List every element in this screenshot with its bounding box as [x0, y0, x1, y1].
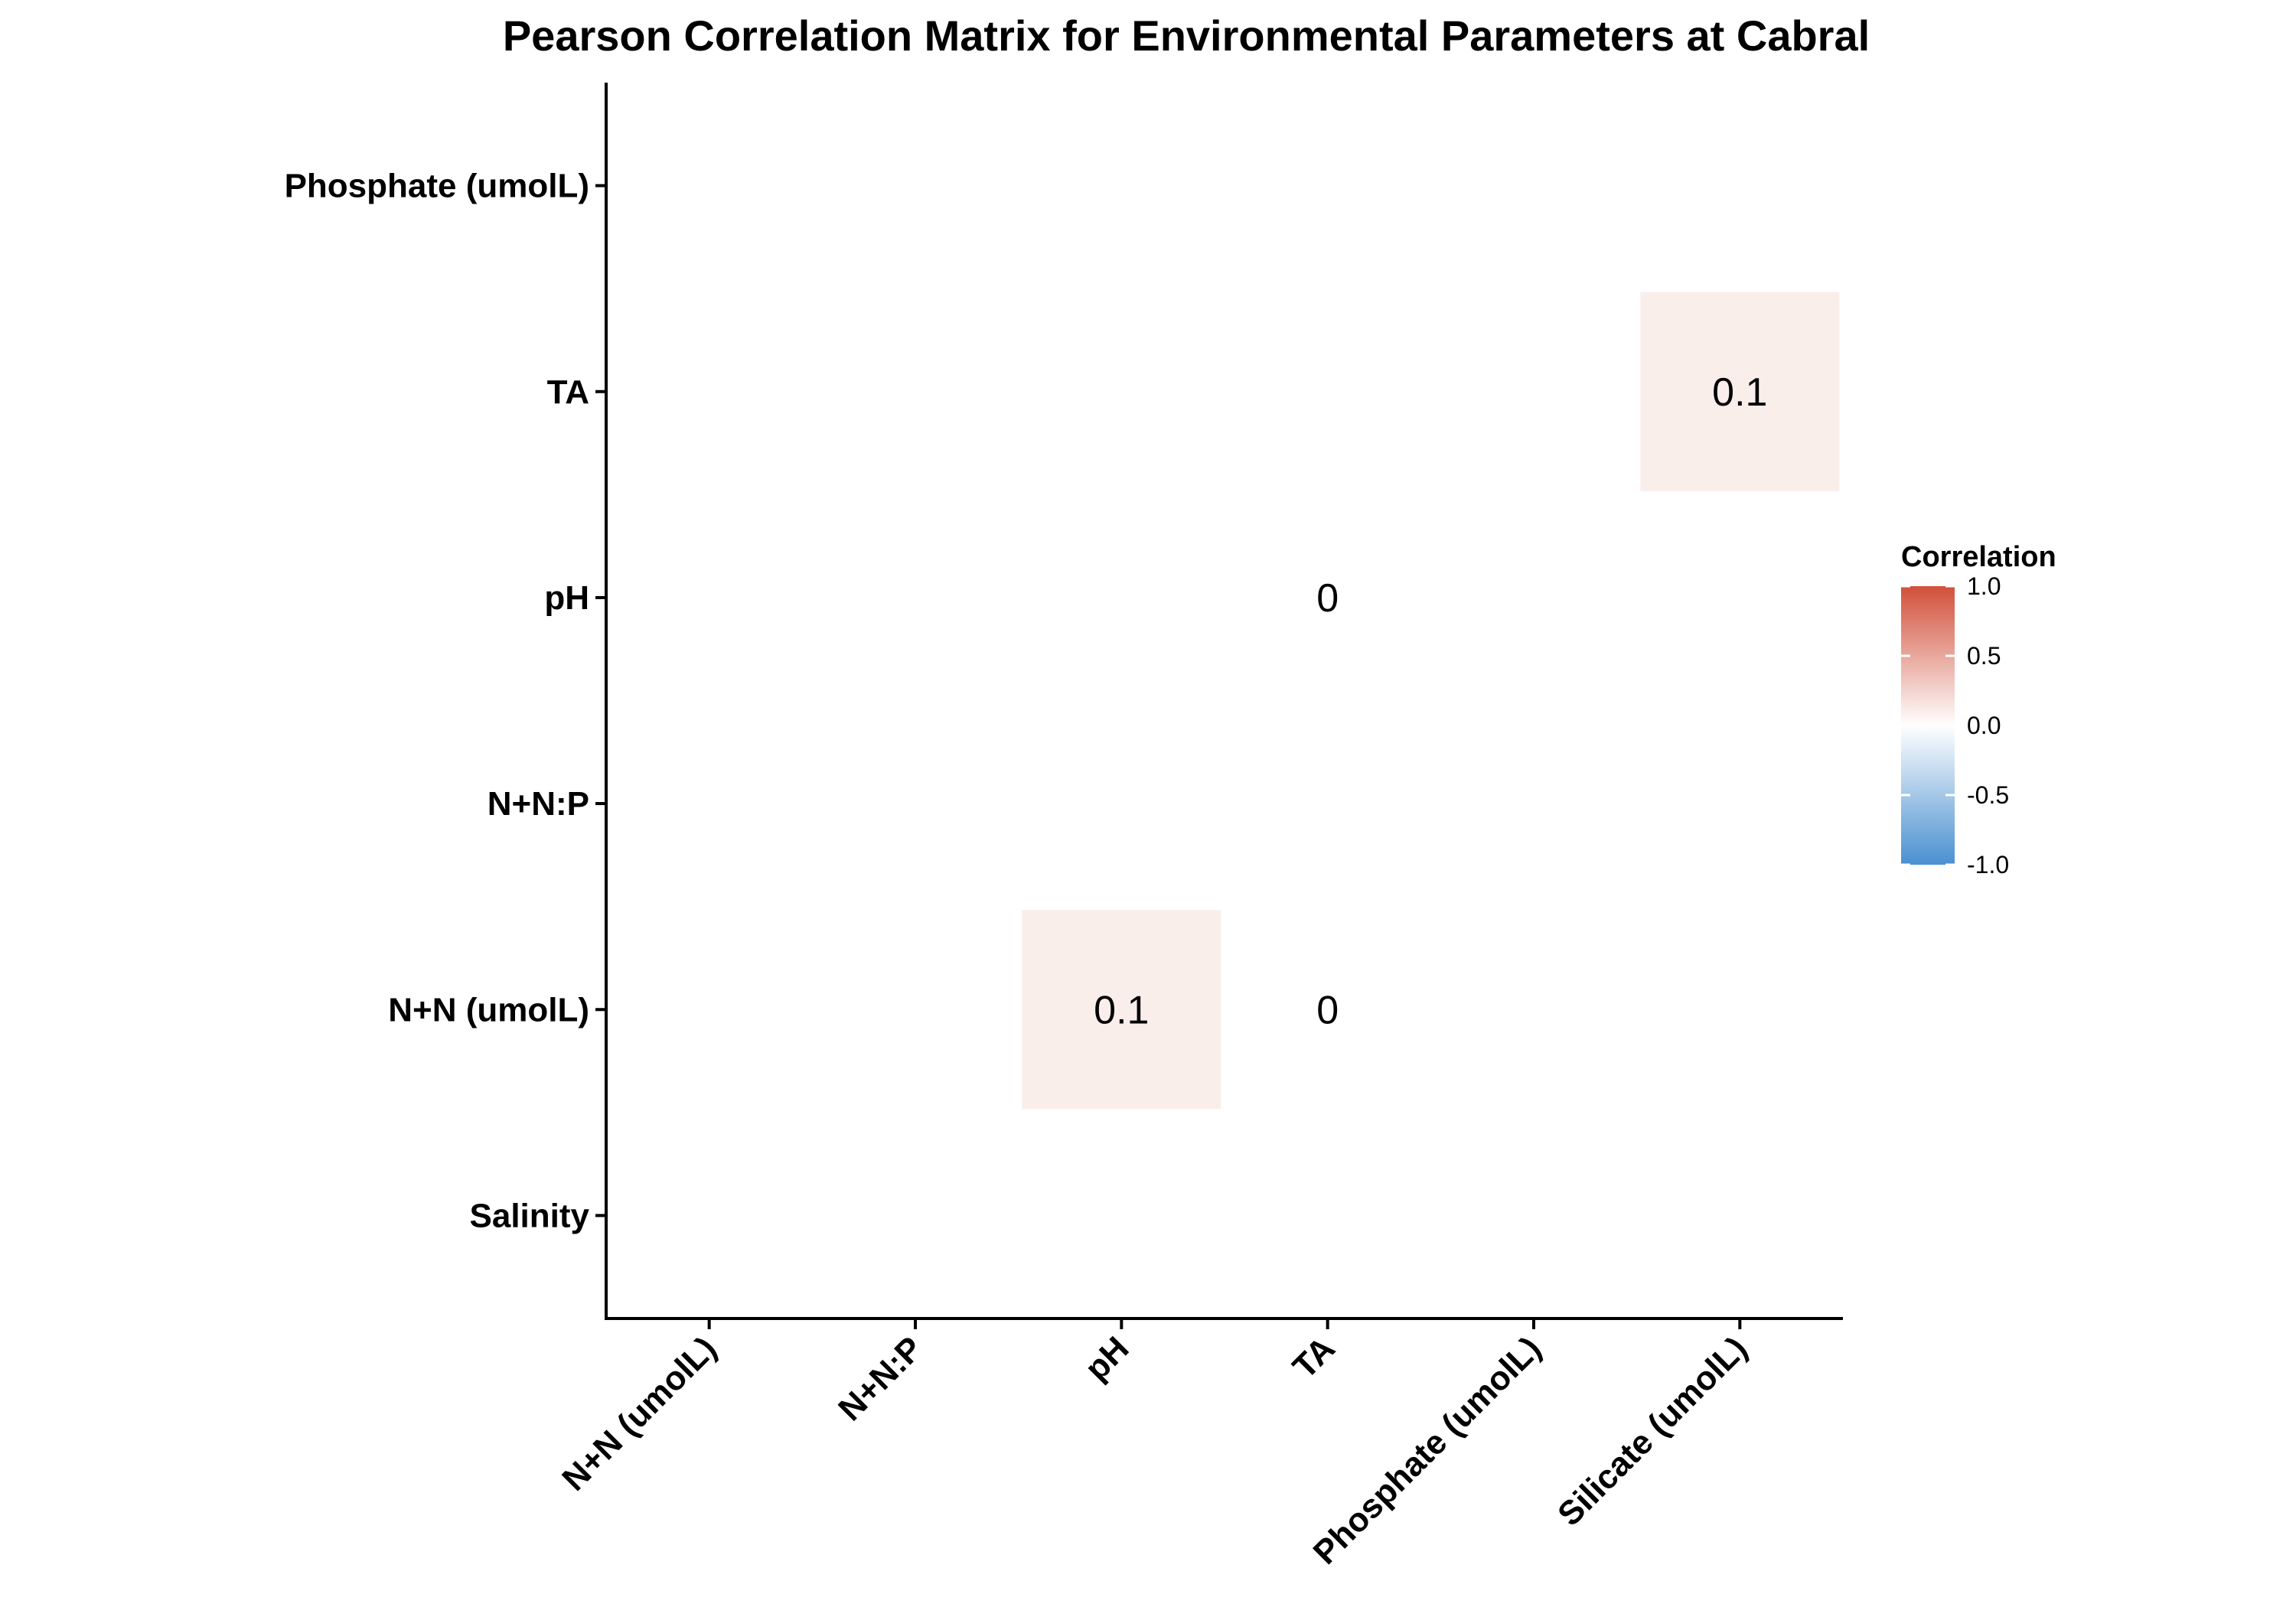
cell-value-label: 0	[1316, 576, 1339, 621]
cell-fill-silicate-umoll-ta	[1640, 292, 1840, 491]
legend-title: Correlation	[1901, 541, 2056, 573]
x-tick-label: Phosphate (umolL)	[1306, 1329, 1548, 1571]
y-tick-label: N+N (umolL)	[388, 991, 589, 1028]
x-tick-label: Silicate (umolL)	[1551, 1329, 1754, 1533]
cell-value-label: 0.1	[1712, 370, 1767, 415]
y-tick-label: pH	[544, 579, 589, 617]
y-tick-label: TA	[547, 373, 589, 411]
heatmap-cell: 0.1	[1640, 292, 1840, 491]
chart-title: Pearson Correlation Matrix for Environme…	[503, 11, 1870, 60]
heatmap-cell: 0	[1316, 576, 1339, 621]
x-tick-label: N+N:P	[831, 1329, 930, 1428]
legend-tick-label: 0.0	[1967, 712, 2001, 739]
cell-value-label: 0.1	[1094, 988, 1149, 1032]
x-tick-label: TA	[1286, 1329, 1342, 1386]
legend-tick-label: 0.5	[1967, 642, 2001, 670]
legend-tick-label: -0.5	[1967, 781, 2009, 809]
cell-value-label: 0	[1316, 988, 1339, 1032]
cell-fill-ph-n-n-umoll	[1022, 910, 1221, 1110]
legend-tick-label: 1.0	[1967, 572, 2001, 600]
x-tick-label: pH	[1078, 1329, 1136, 1387]
heatmap-cell: 0.1	[1022, 910, 1221, 1110]
y-tick-label: Phosphate (umolL)	[285, 168, 589, 205]
heatmap-cell: 0	[1316, 988, 1339, 1032]
y-tick-label: Salinity	[470, 1197, 590, 1234]
legend-tick-label: -1.0	[1967, 851, 2009, 878]
heatmap-cells: 0.1 0 0 0.1	[1022, 292, 1840, 1110]
x-tick-label: N+N (umolL)	[555, 1329, 723, 1498]
y-tick-label: N+N:P	[488, 785, 589, 823]
